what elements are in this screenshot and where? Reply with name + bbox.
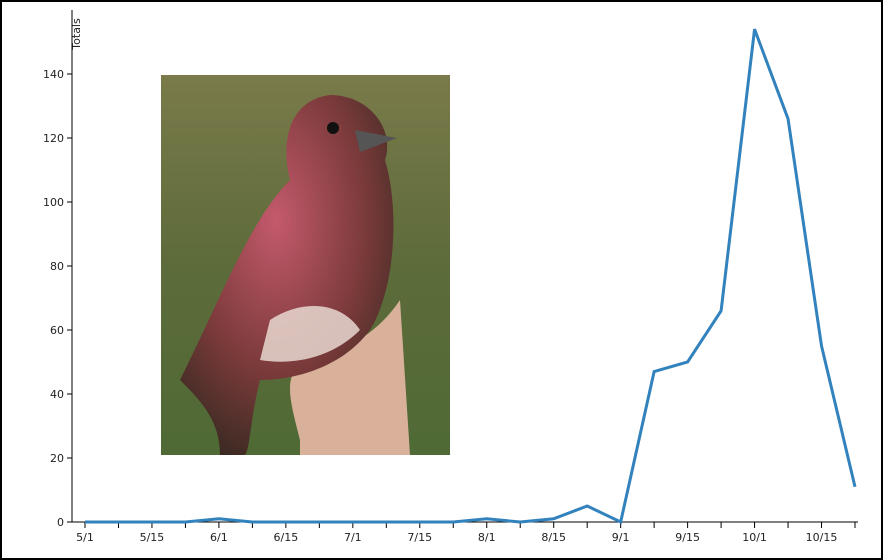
photo — [161, 75, 450, 455]
x-tick-label: 6/15 — [274, 531, 299, 544]
x-tick-label: 8/15 — [541, 531, 566, 544]
x-tick-label: 10/1 — [742, 531, 767, 544]
x-tick-label: 10/15 — [806, 531, 838, 544]
x-tick-label: 8/1 — [478, 531, 496, 544]
x-tick-label: 7/15 — [407, 531, 432, 544]
x-tick-label: 5/1 — [76, 531, 94, 544]
y-tick-label: 60 — [50, 324, 64, 337]
y-tick-label: 120 — [43, 132, 64, 145]
x-tick-label: 9/15 — [675, 531, 700, 544]
y-tick-label: 140 — [43, 68, 64, 81]
y-tick-label: 100 — [43, 196, 64, 209]
x-tick-label: 7/1 — [344, 531, 362, 544]
y-tick-label: 40 — [50, 388, 64, 401]
x-tick-label: 9/1 — [612, 531, 630, 544]
x-tick-label: 5/15 — [140, 531, 165, 544]
x-tick-label: 6/1 — [210, 531, 228, 544]
chart: Totals 0204060801001201405/15/156/16/157… — [0, 0, 883, 560]
y-tick-label: 0 — [57, 516, 64, 529]
y-tick-label: 80 — [50, 260, 64, 273]
y-tick-label: 20 — [50, 452, 64, 465]
